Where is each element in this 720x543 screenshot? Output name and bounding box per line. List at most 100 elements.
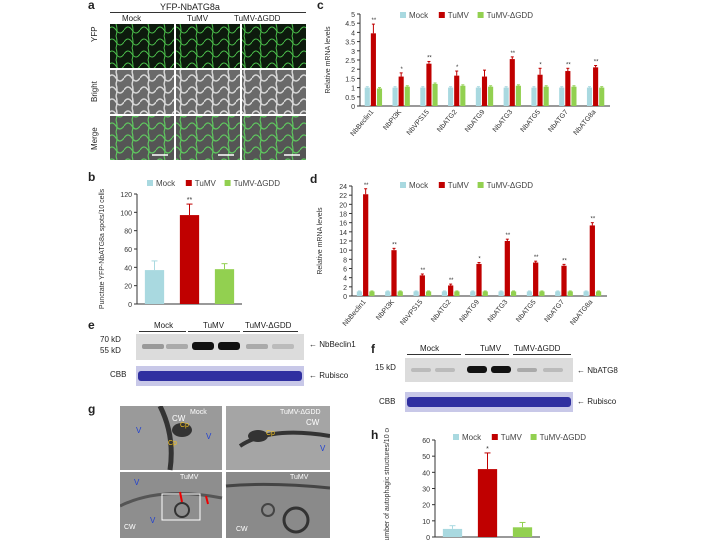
bar <box>214 269 235 304</box>
y-tick-label: 120 <box>120 192 132 199</box>
significance-label: ** <box>590 217 595 223</box>
bar <box>537 74 543 106</box>
panel-e-cbb-image <box>136 366 304 386</box>
significance-label: ** <box>187 197 193 204</box>
y-tick-label: 0 <box>128 302 132 309</box>
bar <box>364 87 370 106</box>
img-bright-mock <box>110 70 174 114</box>
panel-g-annot-cp1: Cp <box>180 422 189 429</box>
bar <box>526 291 533 296</box>
bar <box>477 469 498 537</box>
panel-e-band-image <box>136 334 304 360</box>
chart-b: 0 20 40 60 80 100 120 Punctate YFP-NbATG8a spot… <box>99 179 280 309</box>
panel-g-annot-v1: V <box>136 426 142 435</box>
bar <box>503 87 509 106</box>
significance-label: ** <box>427 55 432 61</box>
y-tick-label: 4.5 <box>345 21 355 28</box>
significance-label: ** <box>566 62 571 68</box>
panel-f-rubisco-label: ← Rubisco <box>577 397 617 406</box>
y-tick-label: 24 <box>339 184 347 191</box>
x-tick-label: NbATG5 <box>520 109 543 134</box>
panel-g-em: Mock TuMV-ΔGDD TuMV TuMV V V CW Cp Cp CW… <box>119 404 331 538</box>
bar <box>543 86 549 106</box>
bar <box>565 71 571 106</box>
y-axis-label: Relative mRNA levels <box>317 207 324 275</box>
panel-f-cbb-label: CBB <box>379 397 396 406</box>
y-tick-label: 20 <box>339 202 347 209</box>
y-tick-label: 4 <box>351 30 355 37</box>
y-tick-label: 30 <box>422 487 430 494</box>
img-merge-tumv-dgdd <box>242 116 306 160</box>
bar <box>589 225 595 296</box>
bar <box>512 527 533 537</box>
x-tick-label: NbATG7 <box>543 299 566 324</box>
y-tick-label: 0 <box>351 104 355 111</box>
panel-label-a: a <box>88 0 95 12</box>
bar <box>599 87 605 106</box>
x-tick-label: NbATG2 <box>436 109 459 134</box>
y-tick-label: 16 <box>339 221 347 228</box>
y-tick-label: 3 <box>351 49 355 56</box>
bar <box>398 76 404 106</box>
bar <box>509 59 515 106</box>
legend-entry: Mock <box>409 181 429 190</box>
panel-e-group-tumv: TuMV <box>203 321 225 330</box>
y-tick-label: 2 <box>343 285 347 292</box>
bar <box>481 76 488 106</box>
panel-label-h: h <box>371 428 379 442</box>
img-yfp-mock <box>110 24 174 68</box>
panel-label-d: d <box>310 172 318 186</box>
panel-e-rubisco-name: Rubisco <box>319 371 349 380</box>
panel-g-annot-cp3: Cp <box>266 430 275 437</box>
y-tick-label: 8 <box>343 257 347 264</box>
bar <box>539 291 545 296</box>
significance-label: ** <box>505 233 510 239</box>
bar <box>510 291 517 296</box>
legend-swatch <box>453 434 459 440</box>
legend-entry: TuMV-ΔGDD <box>487 11 534 20</box>
bar <box>595 291 602 296</box>
x-tick-label: NbVPS15 <box>399 299 424 327</box>
legend-swatch <box>438 182 445 188</box>
panel-g-annot-cw3: CW <box>124 524 136 531</box>
bar <box>583 291 589 296</box>
y-tick-label: 60 <box>422 438 430 445</box>
bar <box>476 263 482 296</box>
panel-g-annot-cw2: CW <box>306 418 320 427</box>
panel-f-marker-15: 15 kD <box>375 363 396 372</box>
panel-f-cbb-image <box>405 392 573 412</box>
bar <box>515 85 521 106</box>
y-tick-label: 0.5 <box>345 95 355 102</box>
img-merge-tumv <box>176 116 240 160</box>
legend-entry: TuMV-ΔGDD <box>540 433 587 442</box>
panel-label-e: e <box>88 318 95 332</box>
legend-swatch <box>438 12 445 18</box>
y-tick-label: 6 <box>343 267 347 274</box>
y-tick-label: 5 <box>351 12 355 19</box>
y-tick-label: 2 <box>351 67 355 74</box>
panel-g-label-mock: Mock <box>190 409 207 416</box>
x-tick-label: NbVPS15 <box>406 109 431 137</box>
x-tick-label: NbATG8a <box>569 299 594 327</box>
x-tick-label: NbBeclin1 <box>350 109 376 138</box>
bar <box>369 291 375 296</box>
panel-g-label-tumv-1: TuMV <box>180 474 199 481</box>
bar <box>571 86 577 106</box>
y-tick-label: 20 <box>422 503 430 510</box>
panel-f-blot: Mock TuMV TuMV-ΔGDD 15 kD ← NbATG8 CBB ←… <box>375 342 675 416</box>
img-merge-mock <box>110 116 174 160</box>
bar <box>404 86 410 106</box>
panel-f-band-label: ← NbATG8 <box>577 366 618 375</box>
bar <box>432 83 438 106</box>
bar <box>144 270 165 304</box>
panel-e-blot: Mock TuMV TuMV-ΔGDD 70 kD 55 kD ← NbBecl… <box>92 318 382 392</box>
significance-label: * <box>400 67 403 73</box>
panel-g-images <box>119 404 331 538</box>
x-tick-label: NbATG5 <box>515 299 538 324</box>
bar <box>425 291 432 296</box>
panel-e-rubisco-label: ← Rubisco <box>309 371 349 380</box>
legend-entry: Mock <box>409 11 429 20</box>
y-tick-label: 40 <box>124 265 132 272</box>
bar <box>356 291 363 296</box>
